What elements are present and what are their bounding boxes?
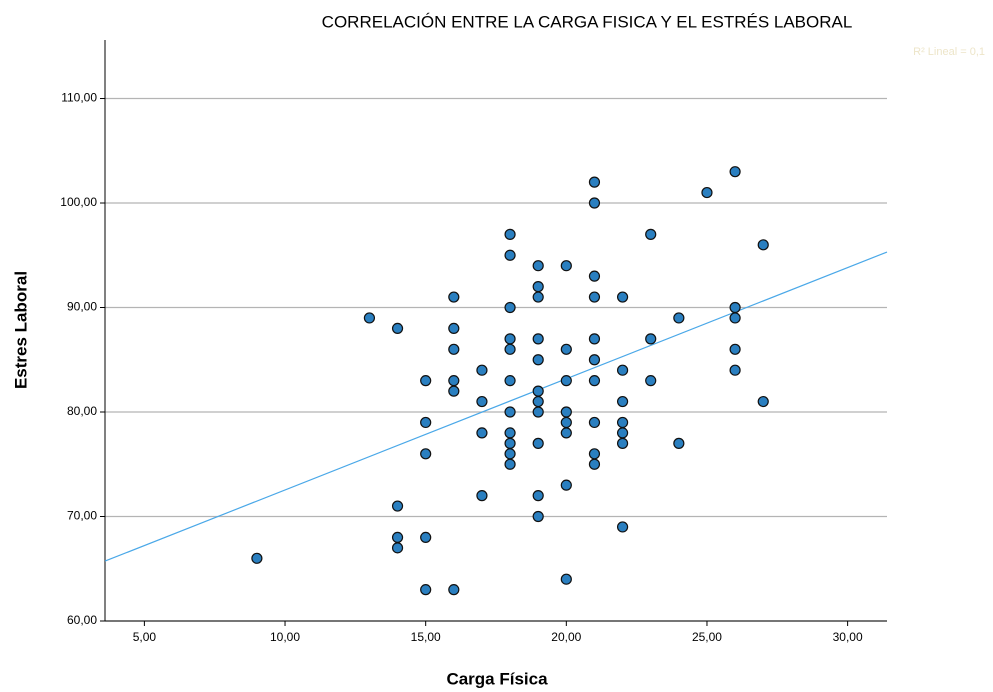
point — [391, 322, 404, 335]
point — [588, 458, 601, 470]
point — [588, 448, 601, 460]
point — [616, 291, 629, 303]
point — [588, 333, 601, 345]
point — [532, 385, 544, 397]
point — [729, 312, 741, 324]
point — [532, 354, 544, 366]
y-tick-label: 70,00 — [67, 509, 97, 523]
point — [420, 416, 432, 429]
fit-line — [104, 251, 888, 562]
y-tick-label: 100,00 — [60, 195, 97, 209]
point — [673, 312, 685, 324]
point — [616, 364, 629, 376]
point — [532, 490, 544, 502]
point — [476, 395, 488, 408]
point — [729, 364, 741, 376]
point — [504, 448, 516, 460]
point — [588, 197, 601, 209]
point — [532, 437, 544, 449]
point — [645, 333, 657, 345]
point — [616, 521, 629, 533]
point — [616, 395, 629, 408]
point — [532, 333, 544, 345]
point — [532, 281, 544, 293]
point — [420, 531, 432, 544]
y-tick-label: 110,00 — [61, 91, 97, 105]
point — [448, 584, 460, 596]
point — [588, 270, 601, 282]
point — [448, 322, 460, 335]
point — [504, 437, 516, 449]
point — [560, 343, 572, 355]
point — [391, 542, 404, 554]
x-tick-label: 25,00 — [692, 630, 722, 644]
point — [645, 375, 657, 387]
point — [476, 364, 488, 376]
x-tick-label: 5,00 — [133, 630, 157, 644]
point — [532, 406, 544, 418]
point — [504, 301, 516, 314]
point — [448, 343, 460, 355]
point — [420, 584, 432, 596]
y-tick-label: 90,00 — [67, 300, 97, 314]
point — [504, 427, 516, 439]
point — [560, 427, 572, 439]
point — [504, 458, 516, 470]
annotation: R² Lineal = 0,1 — [913, 46, 985, 58]
point — [588, 291, 601, 303]
point — [560, 573, 572, 585]
point — [757, 239, 769, 251]
x-axis-label: Carga Física — [446, 669, 548, 688]
point — [645, 228, 657, 240]
point — [588, 375, 601, 387]
x-tick-label: 10,00 — [270, 630, 300, 644]
point — [504, 333, 516, 345]
y-tick-label: 80,00 — [67, 404, 97, 418]
y-axis-label: Estres Laboral — [11, 271, 30, 389]
point — [588, 416, 601, 429]
point — [757, 395, 769, 408]
point — [504, 375, 516, 387]
point — [448, 291, 460, 303]
point — [729, 301, 741, 314]
point — [616, 437, 629, 449]
point — [673, 437, 685, 449]
point — [504, 343, 516, 355]
point — [701, 186, 713, 199]
point — [420, 448, 432, 460]
point — [251, 552, 263, 564]
x-tick-label: 30,00 — [833, 630, 863, 644]
point — [448, 385, 460, 397]
point — [532, 395, 544, 408]
point — [588, 354, 601, 366]
point — [504, 249, 516, 261]
point — [391, 531, 404, 544]
point — [476, 490, 488, 502]
point — [532, 510, 544, 523]
point — [476, 427, 488, 439]
point — [448, 375, 460, 387]
point — [560, 406, 572, 418]
point — [504, 406, 516, 418]
point — [532, 291, 544, 303]
point — [504, 228, 516, 240]
point — [729, 343, 741, 355]
x-tick-label: 20,00 — [551, 630, 581, 644]
point — [616, 416, 629, 429]
point — [588, 176, 601, 188]
point — [420, 375, 432, 387]
point — [391, 500, 404, 512]
chart-title: CORRELACIÓN ENTRE LA CARGA FISICA Y EL E… — [322, 12, 853, 31]
point — [729, 166, 741, 178]
point — [363, 312, 376, 324]
point — [532, 260, 544, 272]
point — [560, 479, 572, 491]
point — [560, 375, 572, 387]
point — [560, 416, 572, 429]
y-tick-label: 60,00 — [67, 613, 97, 627]
point — [560, 260, 572, 272]
point — [616, 427, 629, 439]
x-tick-label: 15,00 — [411, 630, 441, 644]
